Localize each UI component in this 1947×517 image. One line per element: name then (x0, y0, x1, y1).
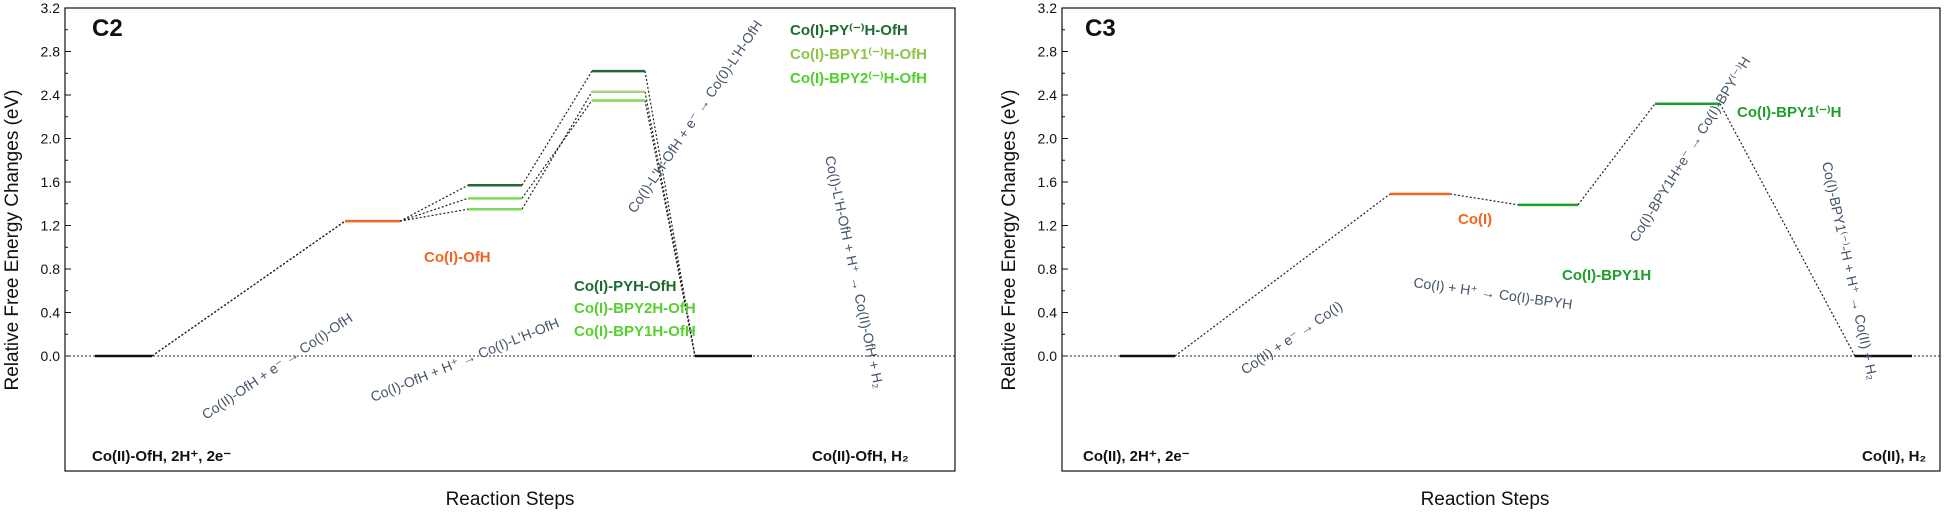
connector-bpy2 (151, 220, 346, 357)
c2-label-end: Co(II)-OfH, H₂ (812, 448, 909, 465)
c3-label-coi: Co(I) (1458, 211, 1492, 228)
y-tick-label: 0.8 (41, 261, 61, 277)
y-tick-label: 2.4 (41, 87, 61, 103)
connector-bpy1 (1174, 193, 1391, 357)
y-tick-label: 3.2 (1038, 0, 1058, 16)
c3-label-bpy1h: Co(I)-BPY1H (1562, 267, 1651, 284)
c3-x-axis-label: Reaction Steps (1421, 489, 1550, 510)
c2-label-bpy2h: Co(I)-BPY2H-OfH (574, 300, 696, 317)
y-tick-label: 0.0 (1038, 348, 1058, 364)
c2-label-bpy1h: Co(I)-BPY1H-OfH (574, 323, 696, 340)
y-tick-label: 0.4 (41, 305, 61, 321)
c3-annotation-step2: Co(I) + H⁺ → Co(I)-BPYH (1413, 274, 1574, 312)
connector-py (521, 70, 593, 186)
c2-plot-marks (65, 69, 955, 358)
c3-y-axis-label: Relative Free Energy Changes (eV) (999, 90, 1020, 391)
connector-bpy1 (1577, 103, 1656, 206)
connector-bpy2 (644, 100, 696, 357)
c2-label-bpy2-minus: Co(I)-BPY2⁽⁻⁾H-OfH (790, 70, 927, 87)
y-tick-label: 0.0 (41, 348, 61, 364)
c3-label-start: Co(II), 2H⁺, 2e⁻ (1083, 448, 1190, 465)
c2-plot-frame (64, 7, 956, 472)
y-tick-label: 1.2 (1038, 218, 1058, 234)
connector-bpy1 (1449, 193, 1519, 206)
c3-plot-frame (1061, 7, 1941, 472)
y-tick-label: 3.2 (41, 0, 61, 16)
c2-label-start: Co(II)-OfH, 2H⁺, 2e⁻ (92, 448, 231, 465)
connector-py (399, 184, 469, 222)
y-tick-label: 1.6 (1038, 174, 1058, 190)
y-tick-label: 1.2 (41, 218, 61, 234)
connector-bpy1 (521, 91, 593, 210)
connector-bpy2 (521, 100, 593, 199)
y-tick-label: 1.6 (41, 174, 61, 190)
c2-label-coi: Co(I)-OfH (424, 249, 491, 266)
c3-label-bpy1-minus: Co(I)-BPY1⁽⁻⁾H (1737, 104, 1841, 121)
y-tick-label: 0.8 (1038, 261, 1058, 277)
connector-bpy2 (399, 197, 469, 222)
c2-label-bpy1-minus: Co(I)-BPY1⁽⁻⁾H-OfH (790, 46, 927, 63)
c2-annotation-step2: Co(I)-OfH + H⁺ → Co(I)-L'H-OfH (368, 314, 561, 404)
c3-annotation-step3: Co(I)-BPY1H+e⁻ → Co(I)-BPY⁽⁻⁾H (1626, 54, 1753, 245)
c3-panel-title: C3 (1085, 15, 1116, 42)
c3-annotation-step1: Co(II) + e⁻ → Co(I) (1238, 298, 1346, 378)
y-tick-label: 2.8 (41, 44, 61, 60)
c2-x-axis-label: Reaction Steps (446, 489, 575, 510)
connector-bpy1 (399, 208, 469, 222)
y-tick-label: 2.4 (1038, 87, 1058, 103)
panel-c3: Relative Free Energy Changes (eV) Reacti… (999, 0, 1941, 510)
y-tick-label: 2.0 (41, 131, 61, 147)
connector-py (644, 70, 696, 357)
y-tick-label: 2.8 (1038, 44, 1058, 60)
c3-annotation-step4: Co(I)-BPY1⁽⁻⁾-H + H⁺ → Co(II) + H₂ (1819, 160, 1881, 381)
c2-y-axis-label: Relative Free Energy Changes (eV) (2, 90, 23, 391)
y-tick-label: 2.0 (1038, 131, 1058, 147)
c2-label-py-minus: Co(I)-PY⁽⁻⁾H-OfH (790, 22, 908, 39)
c2-panel-title: C2 (92, 15, 123, 42)
c3-label-end: Co(II), H₂ (1862, 448, 1926, 465)
c3-plot-marks (1062, 102, 1940, 358)
c3-y-axis: 0.0 0.4 0.8 1.2 1.6 2.0 2.4 2.8 3.2 (1038, 0, 1068, 364)
y-tick-label: 0.4 (1038, 305, 1058, 321)
c2-annotation-step3: Co(I)-L'H-OfH + e⁻ → Co(0)-L'H-OfH (624, 17, 765, 215)
connector-bpy1 (644, 91, 696, 357)
panel-c2: Relative Free Energy Changes (eV) Reacti… (2, 0, 956, 510)
c2-annotation-step1: Co(II)-OfH + e⁻ → Co(I)-OfH (199, 310, 356, 423)
c2-label-pyh: Co(I)-PYH-OfH (574, 278, 676, 295)
c2-annotation-step4: Co(I)-L'H-OfH + H⁺ → Co(II)-OfH + H₂ (822, 154, 887, 389)
c2-y-axis: 0.0 0.4 0.8 1.2 1.6 2.0 2.4 2.8 3.2 (41, 0, 71, 364)
